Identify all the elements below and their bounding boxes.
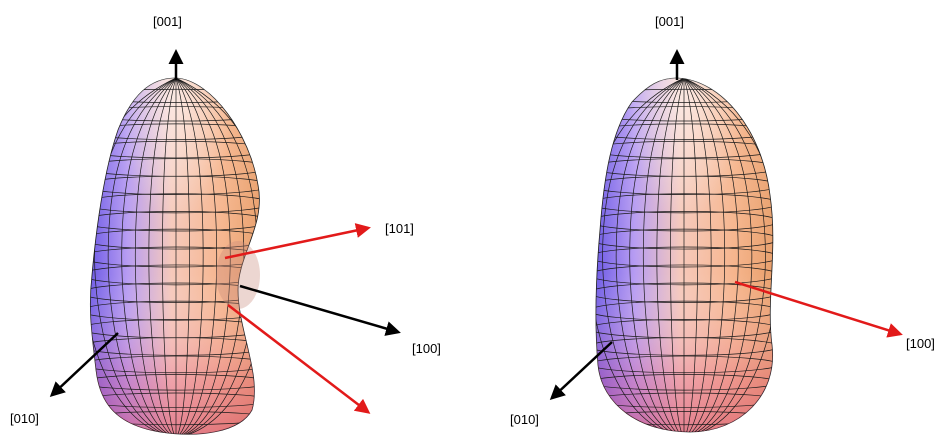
mesh-longitude-line xyxy=(162,78,177,435)
mesh-longitude-line xyxy=(175,78,260,435)
mesh-longitude-line xyxy=(656,78,685,432)
right-arrow-010 xyxy=(549,341,613,401)
mesh-longitude-line xyxy=(595,78,685,432)
mesh-longitude-line xyxy=(94,78,177,435)
right-arrow-100 xyxy=(734,280,903,338)
left-arrow-101 xyxy=(224,223,371,260)
left-surface-highlight xyxy=(90,78,260,435)
mesh-longitude-line xyxy=(134,78,177,435)
left-arrow-red-lower xyxy=(227,304,371,414)
mesh-longitude-line xyxy=(683,78,739,432)
mesh-longitude-line xyxy=(670,78,685,432)
mesh-longitude-line xyxy=(629,78,685,432)
left-label-001: [001] xyxy=(153,14,182,29)
left-label-010: [010] xyxy=(10,411,39,426)
right-label-001: [001] xyxy=(655,14,684,29)
mesh-longitude-line xyxy=(121,78,177,435)
left-arrow-100 xyxy=(239,284,401,336)
right-label-010: [010] xyxy=(510,412,539,427)
mesh-longitude-line xyxy=(175,78,190,435)
right-label-100: [100] xyxy=(906,336,935,351)
mesh-longitude-line xyxy=(107,78,177,435)
left-label-101: [101] xyxy=(385,221,414,236)
mesh-longitude-line xyxy=(683,78,698,432)
mesh-longitude-line xyxy=(175,78,245,435)
mesh-longitude-line xyxy=(175,78,218,435)
mesh-longitude-line xyxy=(683,78,712,432)
left-arrow-010 xyxy=(49,332,119,398)
mesh-longitude-line xyxy=(683,78,773,432)
mesh-longitude-line xyxy=(175,78,204,435)
mesh-longitude-line xyxy=(642,78,685,432)
left-label-100: [100] xyxy=(412,341,441,356)
mesh-longitude-line xyxy=(615,78,685,432)
mesh-longitude-line xyxy=(148,78,177,435)
left-surface-figure: [001] [101] [100] [010] xyxy=(10,14,441,435)
mesh-longitude-line xyxy=(683,78,766,432)
mesh-longitude-line xyxy=(602,78,685,432)
mesh-longitude-line xyxy=(683,78,726,432)
left-surface-mesh xyxy=(90,78,260,435)
mesh-longitude-line xyxy=(683,78,753,432)
right-surface-mesh xyxy=(595,78,773,432)
right-surface-figure: [001] [100] [010] xyxy=(510,14,935,433)
